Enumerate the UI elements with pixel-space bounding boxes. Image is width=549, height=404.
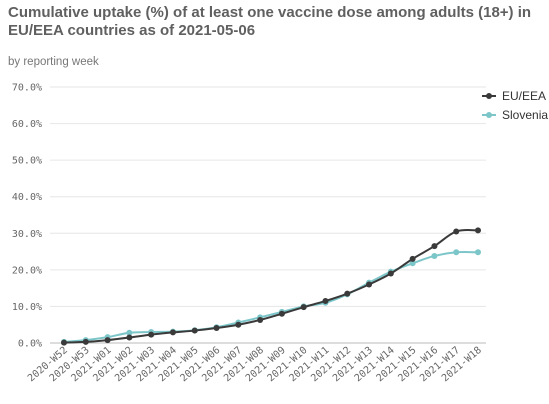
data-point[interactable] <box>387 270 394 277</box>
data-point[interactable] <box>453 249 460 256</box>
legend-marker <box>486 93 492 99</box>
data-point[interactable] <box>104 337 111 344</box>
legend[interactable]: EU/EEA Slovenia <box>482 89 548 122</box>
data-point[interactable] <box>213 325 220 332</box>
data-point[interactable] <box>366 281 373 288</box>
x-axis-ticks: 2020-W522020-W532021-W012021-W022021-W03… <box>26 345 484 384</box>
data-point[interactable] <box>148 331 155 338</box>
y-tick-label: 50.0% <box>12 156 42 167</box>
data-point[interactable] <box>431 252 438 259</box>
series-line <box>63 228 479 344</box>
data-point[interactable] <box>278 310 285 317</box>
data-point[interactable] <box>453 228 460 235</box>
y-tick-label: 70.0% <box>12 83 42 94</box>
y-tick-label: 10.0% <box>12 302 42 313</box>
series-lines <box>61 227 481 346</box>
data-point[interactable] <box>235 321 242 328</box>
y-tick-label: 30.0% <box>12 229 42 240</box>
data-point[interactable] <box>431 243 438 250</box>
series-eu-eea <box>61 227 481 346</box>
data-point[interactable] <box>126 329 133 336</box>
chart-title: Cumulative uptake (%) of at least one va… <box>8 4 532 39</box>
data-point[interactable] <box>82 338 89 345</box>
data-point[interactable] <box>409 255 416 262</box>
data-point[interactable] <box>257 316 264 323</box>
series-line <box>63 251 479 343</box>
data-point[interactable] <box>409 260 416 267</box>
chart-subtitle: by reporting week <box>8 56 99 68</box>
y-tick-label: 20.0% <box>12 265 42 276</box>
legend-item[interactable]: EU/EEA <box>482 89 546 103</box>
data-point[interactable] <box>126 334 133 341</box>
data-point[interactable] <box>61 339 67 346</box>
data-point[interactable] <box>322 297 329 304</box>
y-tick-label: 60.0% <box>12 119 42 130</box>
series-slovenia <box>61 249 481 345</box>
legend-label: Slovenia <box>502 108 548 122</box>
legend-item[interactable]: Slovenia <box>482 108 548 122</box>
data-point[interactable] <box>191 327 198 334</box>
y-axis-ticks: 0.0% 10.0% 20.0% 30.0% 40.0% 50.0% 60.0% 70.0% <box>12 83 42 350</box>
data-point[interactable] <box>475 249 481 256</box>
data-point[interactable] <box>169 329 176 336</box>
data-point[interactable] <box>475 227 481 234</box>
data-point[interactable] <box>300 304 307 311</box>
y-tick-label: 40.0% <box>12 192 42 203</box>
legend-label: EU/EEA <box>502 89 546 103</box>
legend-marker <box>486 112 492 118</box>
y-tick-label: 0.0% <box>18 339 42 350</box>
grid-lines <box>50 86 486 344</box>
data-point[interactable] <box>344 290 351 297</box>
